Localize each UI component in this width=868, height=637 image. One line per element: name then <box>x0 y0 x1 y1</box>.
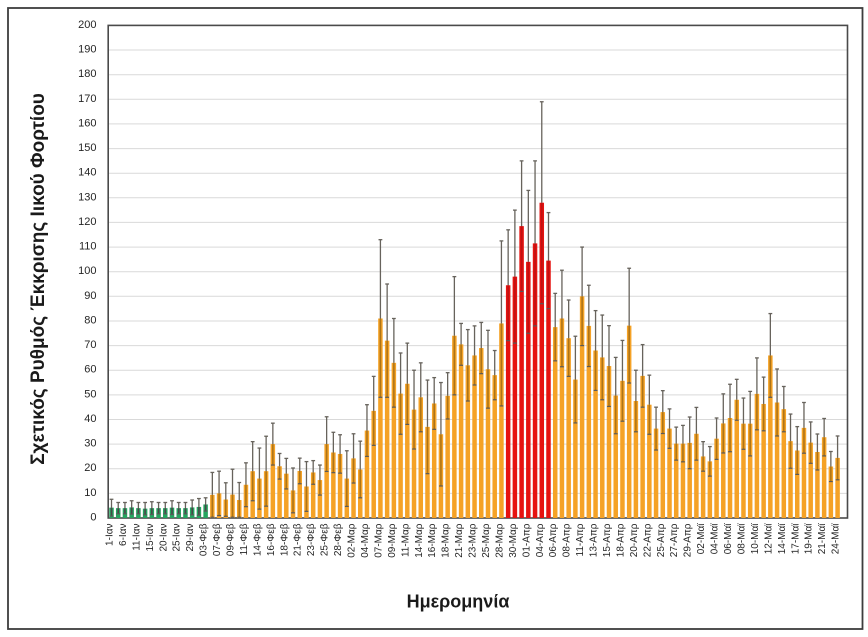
svg-text:21-Μαρ: 21-Μαρ <box>454 523 465 558</box>
svg-text:07-Φεβ: 07-Φεβ <box>212 523 223 556</box>
svg-text:12-Μαϊ: 12-Μαϊ <box>763 523 774 555</box>
svg-text:19-Μαϊ: 19-Μαϊ <box>804 523 815 555</box>
svg-text:20-Απρ: 20-Απρ <box>629 523 640 557</box>
svg-text:60: 60 <box>84 364 96 376</box>
svg-text:22-Απρ: 22-Απρ <box>642 523 653 557</box>
svg-text:80: 80 <box>84 315 96 327</box>
svg-text:10: 10 <box>84 487 96 499</box>
svg-text:27-Απρ: 27-Απρ <box>669 523 680 557</box>
svg-text:09-Μαρ: 09-Μαρ <box>387 523 398 558</box>
svg-text:14-Μαρ: 14-Μαρ <box>414 523 425 558</box>
svg-text:6-Ιαν: 6-Ιαν <box>118 524 129 546</box>
svg-text:110: 110 <box>79 241 97 253</box>
svg-text:06-Μαϊ: 06-Μαϊ <box>723 523 734 555</box>
svg-text:24-Μαϊ: 24-Μαϊ <box>831 523 842 555</box>
svg-text:11-Μαρ: 11-Μαρ <box>400 523 411 557</box>
svg-text:11-Ιαν: 11-Ιαν <box>131 524 142 551</box>
svg-text:0: 0 <box>90 512 96 524</box>
svg-text:02-Μαϊ: 02-Μαϊ <box>696 523 707 555</box>
svg-text:18-Απρ: 18-Απρ <box>615 523 626 557</box>
svg-text:29-Απρ: 29-Απρ <box>683 523 694 557</box>
svg-text:06-Απρ: 06-Απρ <box>548 523 559 557</box>
svg-text:140: 140 <box>78 167 96 179</box>
svg-text:50: 50 <box>84 388 96 400</box>
svg-text:160: 160 <box>78 117 96 129</box>
svg-text:09-Φεβ: 09-Φεβ <box>226 523 237 556</box>
svg-text:23-Μαρ: 23-Μαρ <box>468 523 479 558</box>
svg-text:20-Ιαν: 20-Ιαν <box>158 524 169 552</box>
svg-text:Σχετικός Ρυθμός Έκκρισης Ιικού: Σχετικός Ρυθμός Έκκρισης Ιικού Φορτίου <box>28 93 49 465</box>
svg-text:40: 40 <box>84 413 96 425</box>
svg-text:11-Απρ: 11-Απρ <box>575 523 586 556</box>
svg-text:180: 180 <box>78 68 96 80</box>
svg-text:04-Μαρ: 04-Μαρ <box>360 523 371 558</box>
svg-text:16-Φεβ: 16-Φεβ <box>266 523 277 556</box>
svg-text:08-Απρ: 08-Απρ <box>562 523 573 557</box>
svg-text:25-Φεβ: 25-Φεβ <box>320 523 331 556</box>
svg-text:25-Ιαν: 25-Ιαν <box>172 524 183 552</box>
svg-text:13-Απρ: 13-Απρ <box>589 523 600 557</box>
svg-text:10-Μαϊ: 10-Μαϊ <box>750 523 761 555</box>
svg-text:07-Μαρ: 07-Μαρ <box>373 523 384 558</box>
svg-text:21-Φεβ: 21-Φεβ <box>293 523 304 556</box>
svg-text:14-Μαϊ: 14-Μαϊ <box>777 523 788 555</box>
svg-text:18-Μαρ: 18-Μαρ <box>441 523 452 558</box>
svg-text:190: 190 <box>78 44 96 56</box>
svg-text:04-Μαϊ: 04-Μαϊ <box>710 523 721 555</box>
svg-text:30: 30 <box>84 438 96 450</box>
svg-text:100: 100 <box>78 265 96 277</box>
svg-text:03-Φεβ: 03-Φεβ <box>199 523 210 556</box>
svg-text:130: 130 <box>78 191 96 203</box>
svg-text:17-Μαϊ: 17-Μαϊ <box>790 523 801 555</box>
svg-text:23-Φεβ: 23-Φεβ <box>306 523 317 556</box>
svg-text:90: 90 <box>84 290 96 302</box>
svg-text:170: 170 <box>78 93 96 105</box>
svg-text:70: 70 <box>84 339 96 351</box>
svg-text:02-Μαρ: 02-Μαρ <box>347 523 358 558</box>
svg-text:20: 20 <box>84 462 96 474</box>
svg-text:11-Φεβ: 11-Φεβ <box>239 523 250 555</box>
svg-text:25-Απρ: 25-Απρ <box>656 523 667 557</box>
svg-text:16-Μαρ: 16-Μαρ <box>427 523 438 558</box>
svg-text:200: 200 <box>78 19 96 31</box>
svg-text:15-Ιαν: 15-Ιαν <box>145 524 156 552</box>
svg-text:28-Μαρ: 28-Μαρ <box>494 523 505 558</box>
svg-text:21-Μαϊ: 21-Μαϊ <box>817 523 828 555</box>
svg-text:01-Απρ: 01-Απρ <box>521 523 532 557</box>
svg-text:14-Φεβ: 14-Φεβ <box>252 523 263 556</box>
svg-text:04-Απρ: 04-Απρ <box>535 523 546 557</box>
svg-text:29-Ιαν: 29-Ιαν <box>185 524 196 552</box>
svg-text:1-Ιαν: 1-Ιαν <box>105 524 116 546</box>
svg-text:120: 120 <box>78 216 96 228</box>
svg-text:150: 150 <box>78 142 96 154</box>
svg-text:28-Φεβ: 28-Φεβ <box>333 523 344 556</box>
svg-text:18-Φεβ: 18-Φεβ <box>279 523 290 556</box>
svg-text:15-Απρ: 15-Απρ <box>602 523 613 557</box>
svg-text:30-Μαρ: 30-Μαρ <box>508 523 519 558</box>
svg-text:Ημερομηνία: Ημερομηνία <box>407 592 510 612</box>
svg-text:08-Μαϊ: 08-Μαϊ <box>736 523 747 555</box>
svg-text:25-Μαρ: 25-Μαρ <box>481 523 492 558</box>
